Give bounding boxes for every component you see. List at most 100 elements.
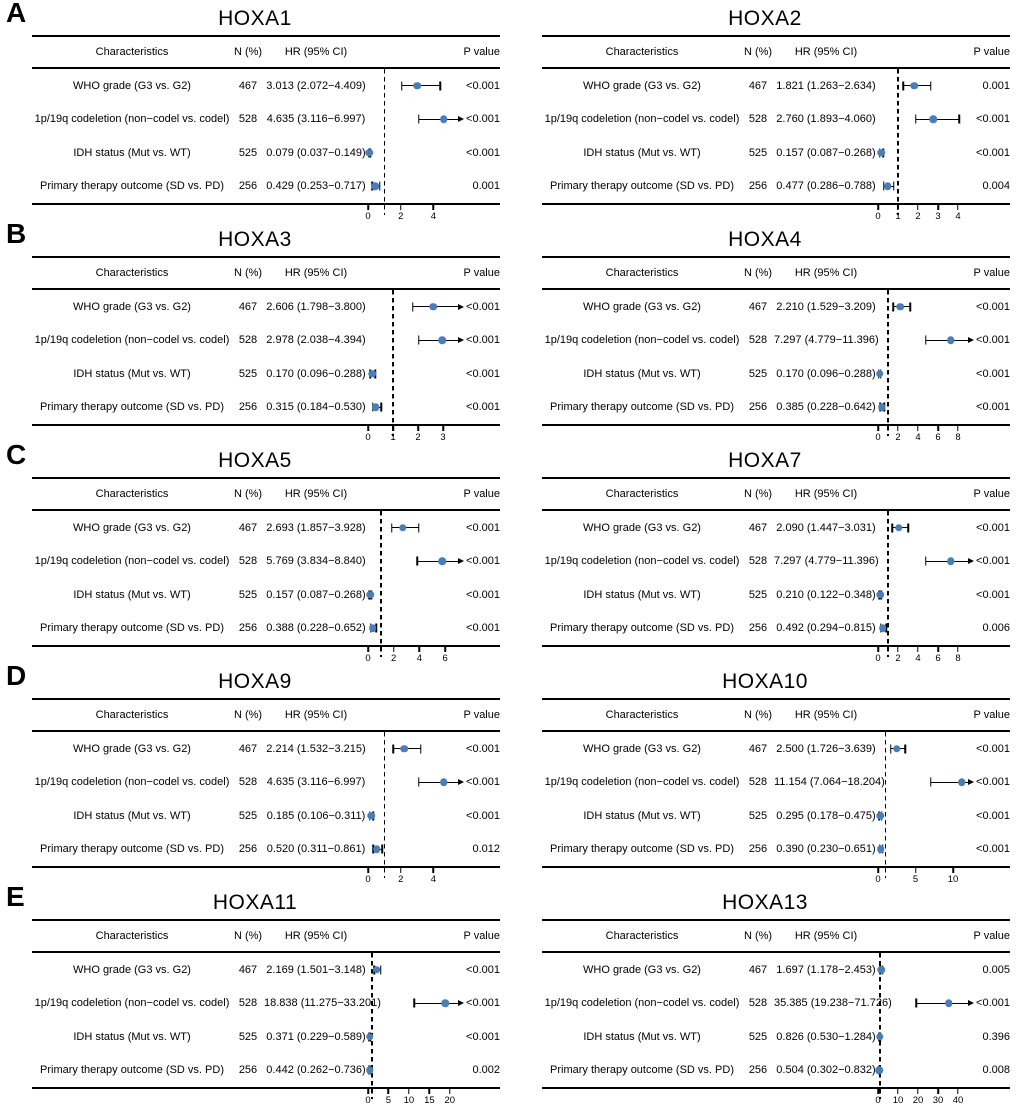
- tick-label: 0: [875, 1095, 881, 1106]
- ci-plot: [878, 766, 974, 800]
- p-value: <0.001: [976, 521, 1010, 534]
- tick-label: 8: [955, 432, 961, 443]
- ci-plot: [365, 136, 458, 170]
- hr-marker: [367, 812, 375, 820]
- p-value: <0.001: [466, 334, 500, 347]
- tick-mark: [917, 203, 919, 210]
- hr-ci-text: 2.210 (1.529−3.209): [776, 300, 876, 313]
- tick-label: 5: [385, 1095, 392, 1106]
- tick-label: 6: [935, 653, 941, 664]
- ci-cap-left: [925, 335, 927, 345]
- hr-ci-text: 18.838 (11.275−33.201): [264, 997, 381, 1010]
- bottom-rule: [32, 645, 500, 647]
- n-value: 525: [238, 809, 258, 822]
- table-row: Primary therapy outcome (SD vs. PD) 256 …: [542, 833, 1010, 867]
- x-axis: 0 2 4 6: [365, 645, 458, 664]
- table-row: Primary therapy outcome (SD vs. PD) 256 …: [32, 391, 500, 425]
- header-p-value: P value: [463, 488, 501, 500]
- tick-label: 2: [895, 653, 901, 664]
- top-rule: [542, 698, 1010, 700]
- tick-mark: [897, 645, 899, 652]
- table-header: Characteristics N (%) HR (95% CI) P valu…: [32, 37, 500, 67]
- n-value: 525: [748, 1030, 768, 1043]
- ci-cap-right: [381, 844, 383, 854]
- tick-mark: [387, 1087, 390, 1094]
- n-value: 467: [748, 742, 768, 755]
- characteristic-label: Primary therapy outcome (SD vs. PD): [40, 1064, 224, 1077]
- tick-label: 4: [430, 874, 437, 885]
- hr-ci-text: 0.504 (0.302−0.832): [776, 1064, 876, 1077]
- tick-label: 2: [398, 211, 404, 222]
- header-n: N (%): [233, 709, 263, 721]
- tick-label: 4: [955, 211, 961, 222]
- header-p-value: P value: [463, 46, 501, 58]
- n-value: 256: [748, 622, 768, 635]
- p-value: <0.001: [976, 367, 1010, 380]
- ci-cap-right: [419, 744, 422, 754]
- ci-cap-right: [958, 114, 960, 124]
- header-rule: [542, 951, 1010, 953]
- tick-label: 4: [915, 653, 921, 664]
- tick-mark: [449, 1087, 451, 1094]
- characteristic-label: WHO grade (G3 vs. G2): [583, 742, 701, 755]
- forest-panel: HOXA7 Characteristics N (%) HR (95% CI) …: [510, 444, 1020, 664]
- hr-ci-text: 11.154 (7.064−18.204): [774, 776, 885, 789]
- header-rule: [542, 67, 1010, 69]
- hr-marker: [371, 182, 379, 190]
- hr-marker: [441, 999, 449, 1007]
- tick-label: 2: [895, 432, 901, 443]
- ci-line: [414, 1002, 458, 1004]
- hr-ci-text: 0.520 (0.311−0.861): [266, 843, 366, 856]
- header-characteristics: Characteristics: [95, 46, 169, 58]
- n-value: 525: [748, 367, 768, 380]
- ci-cap-left: [902, 81, 904, 91]
- header-n: N (%): [743, 709, 773, 721]
- tick-mark: [432, 866, 435, 873]
- hr-marker: [440, 778, 448, 786]
- header-p-value: P value: [973, 930, 1011, 942]
- n-value: 467: [748, 79, 768, 92]
- characteristic-label: WHO grade (G3 vs. G2): [73, 79, 191, 92]
- header-n: N (%): [233, 488, 263, 500]
- ci-cap-left: [418, 777, 420, 787]
- tick-mark: [417, 424, 419, 431]
- table-row: Primary therapy outcome (SD vs. PD) 256 …: [32, 170, 500, 204]
- tick-mark: [399, 203, 402, 210]
- panel-body: Characteristics N (%) HR (95% CI) P valu…: [32, 477, 500, 664]
- header-hr-ci: HR (95% CI): [794, 46, 858, 58]
- table-row: 1p/19q codeletion (non−codel vs. codel) …: [32, 766, 500, 800]
- ci-cap-left: [891, 523, 894, 533]
- header-n: N (%): [233, 267, 263, 279]
- tick-mark: [444, 645, 446, 652]
- table-row: 1p/19q codeletion (non−codel vs. codel) …: [542, 324, 1010, 358]
- tick-label: 5: [912, 874, 919, 885]
- n-value: 525: [748, 146, 768, 159]
- x-axis: 0 1 2 3 4: [875, 203, 968, 222]
- p-value: <0.001: [976, 997, 1010, 1010]
- table-row: WHO grade (G3 vs. G2) 467 2.090 (1.447−3…: [542, 511, 1010, 545]
- header-n: N (%): [743, 46, 773, 58]
- hr-ci-text: 0.210 (0.122−0.348): [776, 588, 876, 601]
- tick-label: 0: [875, 653, 881, 664]
- header-hr-ci: HR (95% CI): [794, 267, 858, 279]
- hr-ci-text: 0.826 (0.530−1.284): [776, 1030, 876, 1043]
- tick-label: 3: [935, 211, 941, 222]
- characteristic-label: IDH status (Mut vs. WT): [583, 588, 701, 601]
- hr-ci-text: 0.295 (0.178−0.475): [776, 809, 876, 822]
- forest-panel: HOXA5 Characteristics N (%) HR (95% CI) …: [0, 444, 510, 664]
- ci-plot: [878, 69, 968, 103]
- hr-ci-text: 2.978 (2.038−4.394): [266, 334, 366, 347]
- ci-plot: [368, 69, 458, 103]
- hr-ci-text: 0.385 (0.228−0.642): [776, 401, 876, 414]
- tick-mark: [442, 424, 444, 431]
- p-value: <0.001: [466, 622, 500, 635]
- table-row: 1p/19q codeletion (non−codel vs. codel) …: [32, 324, 500, 358]
- characteristic-label: IDH status (Mut vs. WT): [583, 146, 701, 159]
- header-characteristics: Characteristics: [95, 930, 169, 942]
- ci-cap-left: [882, 181, 885, 191]
- characteristic-label: 1p/19q codeletion (non−codel vs. codel): [34, 997, 230, 1010]
- table-row: IDH status (Mut vs. WT) 525 0.079 (0.037…: [32, 136, 500, 170]
- p-value: <0.001: [466, 742, 500, 755]
- ci-cap-right: [417, 523, 420, 533]
- ci-plot: [368, 953, 458, 987]
